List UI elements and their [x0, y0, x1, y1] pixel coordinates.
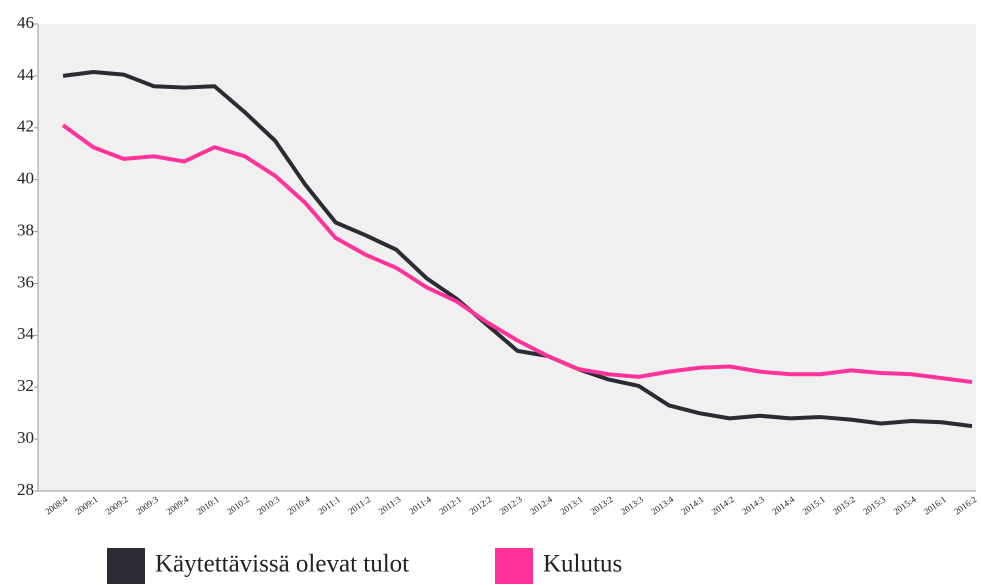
y-tick-label: 42 — [17, 117, 34, 136]
x-tick-label: 2015:4 — [892, 494, 919, 517]
x-tick-label: 2009:3 — [134, 494, 161, 517]
y-tick-label: 46 — [17, 13, 34, 32]
x-tick-label: 2009:4 — [164, 494, 191, 517]
x-tick-label: 2016:1 — [922, 494, 948, 517]
x-tick-label: 2012:4 — [528, 494, 555, 517]
y-tick-label: 34 — [17, 324, 35, 343]
x-tick-label: 2009:2 — [104, 494, 130, 517]
y-tick-label: 28 — [17, 480, 34, 499]
y-tick-label: 36 — [17, 272, 34, 291]
x-tick-label: 2010:2 — [225, 494, 251, 517]
x-tick-label: 2011:3 — [377, 494, 403, 517]
x-tick-label: 2014:1 — [679, 494, 705, 517]
x-tick-label: 2011:4 — [407, 494, 433, 517]
x-tick-label: 2016:2 — [952, 494, 978, 517]
x-tick-label: 2010:4 — [286, 494, 313, 517]
x-tick-label: 2014:3 — [740, 494, 767, 517]
x-tick-label: 2013:4 — [649, 494, 676, 517]
line-series — [62, 69, 973, 429]
legend-label: Käytettävissä olevat tulot — [155, 551, 409, 578]
x-tick-label: 2015:3 — [861, 494, 888, 517]
x-tick-label: 2012:2 — [467, 494, 493, 517]
plot-area — [38, 24, 976, 491]
x-tick-label: 2012:3 — [498, 494, 525, 517]
x-tick-label: 2013:1 — [558, 494, 584, 517]
line-series — [61, 123, 973, 385]
legend-swatch — [495, 548, 533, 584]
x-tick-label: 2008:4 — [43, 494, 70, 517]
x-tick-label: 2010:1 — [195, 494, 221, 517]
x-tick-label: 2011:1 — [316, 494, 342, 516]
x-tick-label: 2013:3 — [619, 494, 646, 517]
x-tick-label: 2012:1 — [437, 494, 463, 517]
y-tick-label: 44 — [17, 65, 35, 84]
x-tick-label: 2015:2 — [831, 494, 857, 517]
y-tick-label: 30 — [17, 428, 34, 447]
legend-label: Kulutus — [543, 551, 622, 578]
x-tick-label: 2010:3 — [255, 494, 282, 517]
x-tick-label: 2014:4 — [770, 494, 797, 517]
y-tick-label: 40 — [17, 169, 34, 188]
x-tick-label: 2015:1 — [801, 494, 827, 517]
x-tick-label: 2014:2 — [710, 494, 736, 517]
y-tick-label: 38 — [17, 220, 34, 239]
y-tick-label: 32 — [17, 376, 34, 395]
x-tick-label: 2009:1 — [73, 494, 99, 517]
legend-swatch — [107, 548, 145, 584]
x-tick-label: 2011:2 — [346, 494, 372, 516]
x-tick-label: 2013:2 — [589, 494, 615, 517]
